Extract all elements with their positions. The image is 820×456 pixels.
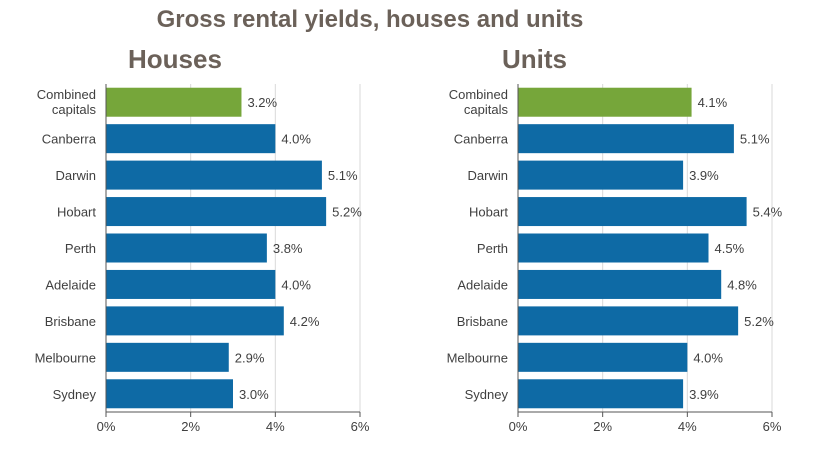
units-data-label: 5.2% (744, 314, 774, 329)
units-data-label: 4.1% (698, 95, 728, 110)
page-title: Gross rental yields, houses and units (156, 6, 584, 33)
units-data-label: 3.9% (689, 168, 719, 183)
houses-bar (106, 124, 276, 154)
units-bar (518, 233, 709, 263)
units-category-label: Sydney (465, 387, 509, 402)
houses-data-label: 4.0% (281, 277, 311, 292)
units-category-label: Canberra (454, 132, 509, 147)
units-bar (518, 160, 684, 190)
houses-data-label: 3.2% (247, 95, 277, 110)
houses-bar (106, 87, 242, 117)
units-bar (518, 197, 747, 227)
units-bar (518, 379, 684, 409)
houses-category-label: capitals (52, 102, 97, 117)
houses-category-label: Canberra (42, 132, 97, 147)
houses-category-label: Brisbane (45, 314, 96, 329)
units-data-label: 5.1% (740, 132, 770, 147)
houses-category-label: Darwin (56, 168, 96, 183)
units-x-tick-label: 2% (593, 419, 612, 434)
units-category-label: Darwin (468, 168, 508, 183)
houses-category-label: Combined (37, 87, 96, 102)
units-x-tick-label: 0% (509, 419, 528, 434)
houses-category-label: Sydney (53, 387, 97, 402)
houses-data-label: 3.8% (273, 241, 303, 256)
houses-category-label: Adelaide (45, 277, 96, 292)
units-category-label: Combined (449, 87, 508, 102)
units-data-label: 4.0% (693, 350, 723, 365)
houses-bar (106, 379, 233, 409)
units-category-label: Perth (477, 241, 508, 256)
houses-category-label: Melbourne (35, 350, 96, 365)
houses-chart-title: Houses (128, 44, 222, 74)
houses-bar (106, 233, 267, 263)
houses-data-label: 4.2% (290, 314, 320, 329)
units-bar (518, 269, 722, 299)
units-category-label: Melbourne (447, 350, 508, 365)
units-bar (518, 87, 692, 117)
units-x-tick-label: 4% (678, 419, 697, 434)
houses-bar (106, 306, 284, 336)
houses-x-tick-label: 2% (181, 419, 200, 434)
houses-data-label: 5.2% (332, 205, 362, 220)
units-data-label: 3.9% (689, 387, 719, 402)
houses-data-label: 5.1% (328, 168, 358, 183)
houses-bar (106, 269, 276, 299)
houses-x-tick-label: 4% (266, 419, 285, 434)
houses-data-label: 4.0% (281, 132, 311, 147)
houses-category-label: Perth (65, 241, 96, 256)
units-category-label: Hobart (469, 205, 508, 220)
units-chart-title: Units (502, 44, 567, 74)
houses-bar (106, 160, 322, 190)
houses-data-label: 3.0% (239, 387, 269, 402)
units-bar (518, 342, 688, 372)
houses-x-tick-label: 0% (97, 419, 116, 434)
units-bar (518, 306, 739, 336)
units-data-label: 4.5% (715, 241, 745, 256)
houses-bar (106, 197, 327, 227)
units-data-label: 4.8% (727, 277, 757, 292)
units-data-label: 5.4% (753, 205, 783, 220)
units-bar (518, 124, 734, 154)
units-category-label: Adelaide (457, 277, 508, 292)
houses-bar (106, 342, 229, 372)
houses-category-label: Hobart (57, 205, 96, 220)
houses-x-tick-label: 6% (351, 419, 370, 434)
units-category-label: capitals (464, 102, 509, 117)
houses-data-label: 2.9% (235, 350, 265, 365)
units-x-tick-label: 6% (763, 419, 782, 434)
units-category-label: Brisbane (457, 314, 508, 329)
